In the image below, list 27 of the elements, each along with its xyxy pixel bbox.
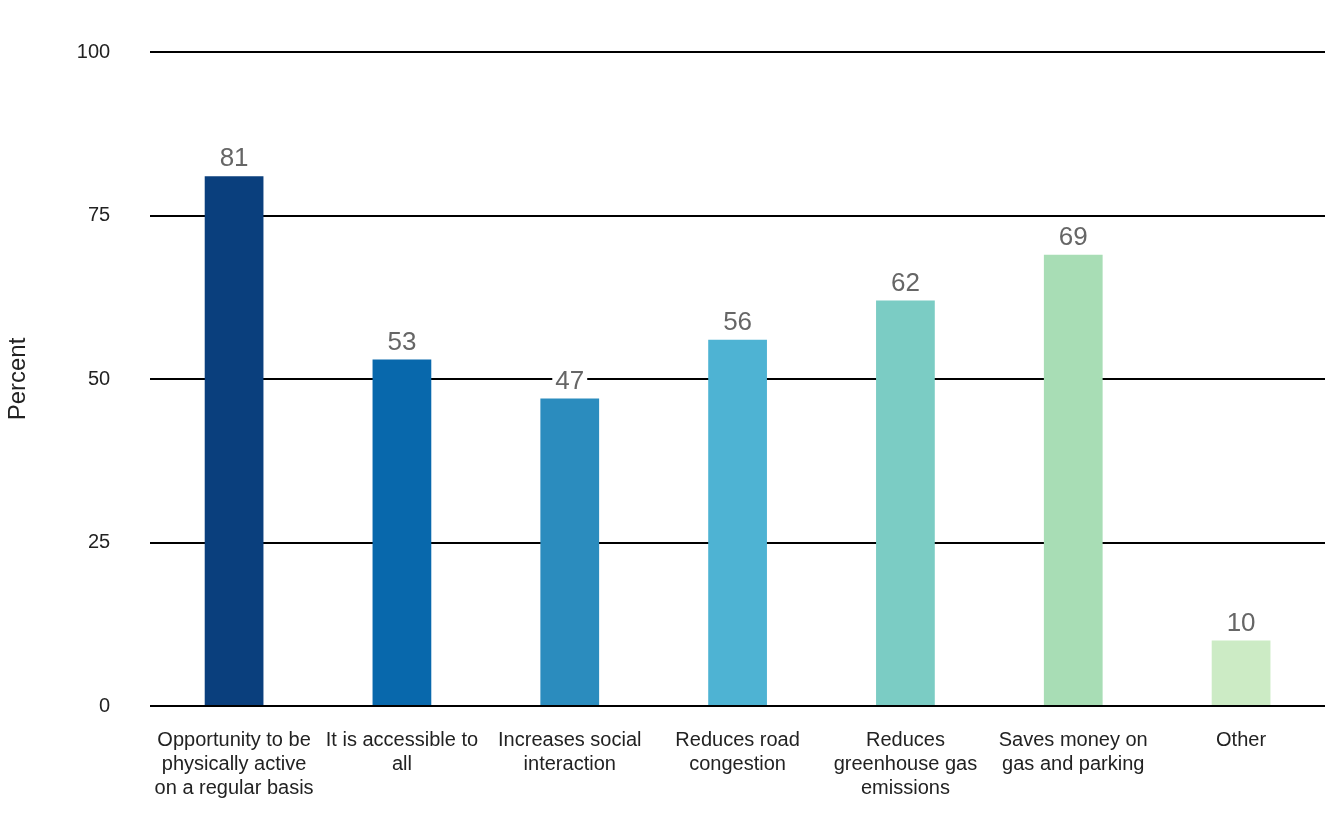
x-tick-label: It is accessible to all [325, 727, 479, 774]
bar [1211, 640, 1271, 705]
data-label: 56 [723, 305, 753, 336]
data-label: 62 [890, 266, 920, 297]
x-tick-label: Opportunity to be physically active on a regular basis [154, 727, 314, 798]
bar [1043, 254, 1103, 705]
x-tick-label: Increases social interaction [498, 727, 642, 774]
bar [876, 300, 935, 705]
y-axis-title: Percent [3, 337, 31, 421]
x-tick-label: Saves money on gas and parking [998, 727, 1148, 774]
bar [372, 359, 432, 705]
y-tick-label: 0 [99, 693, 111, 716]
y-tick-label: 25 [87, 530, 111, 553]
data-label: 81 [219, 142, 249, 173]
data-label: 10 [1226, 606, 1256, 637]
data-label: 47 [555, 364, 585, 395]
bar [708, 339, 767, 705]
y-tick-label: 75 [87, 203, 111, 226]
bar [204, 176, 264, 705]
data-label: 69 [1058, 220, 1088, 251]
bar [540, 398, 600, 705]
y-tick-label: 50 [87, 366, 111, 389]
y-tick-label: 100 [76, 39, 111, 62]
data-label: 53 [387, 325, 417, 356]
x-tick-label: Reduces greenhouse gas emissions [833, 727, 978, 798]
x-tick-label: Other [1216, 727, 1267, 750]
x-tick-label: Reduces road congestion [675, 727, 800, 774]
